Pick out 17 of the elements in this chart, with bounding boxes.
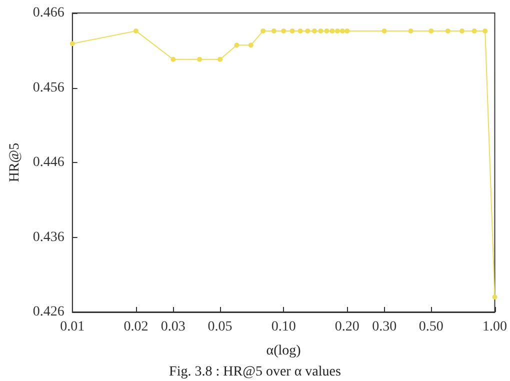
x-tick-label: 1.00 — [482, 320, 507, 334]
x-axis-title: α(log) — [266, 344, 302, 358]
y-tick-label: 0.446 — [32, 155, 64, 170]
x-tick-label: 0.03 — [160, 320, 186, 334]
x-tick-label: 0.02 — [124, 320, 148, 334]
caption: Fig. 3.8 : HR@5 over α values — [169, 364, 341, 380]
y-tick-label: 0.436 — [32, 230, 64, 245]
y-axis-title: HR@5 — [8, 142, 22, 182]
x-tick-label: 0.50 — [418, 320, 444, 334]
y-tick-label: 0.466 — [32, 6, 64, 20]
y-tick-label: 0.456 — [32, 80, 64, 96]
x-tick-label: 0.20 — [334, 320, 360, 334]
x-tick-label: 0.05 — [208, 320, 232, 334]
x-tick-label: 0.10 — [271, 320, 296, 334]
y-tick-label: 0.426 — [32, 304, 64, 320]
x-tick-label: 0.01 — [60, 320, 85, 334]
x-tick-label: 0.30 — [372, 320, 397, 334]
